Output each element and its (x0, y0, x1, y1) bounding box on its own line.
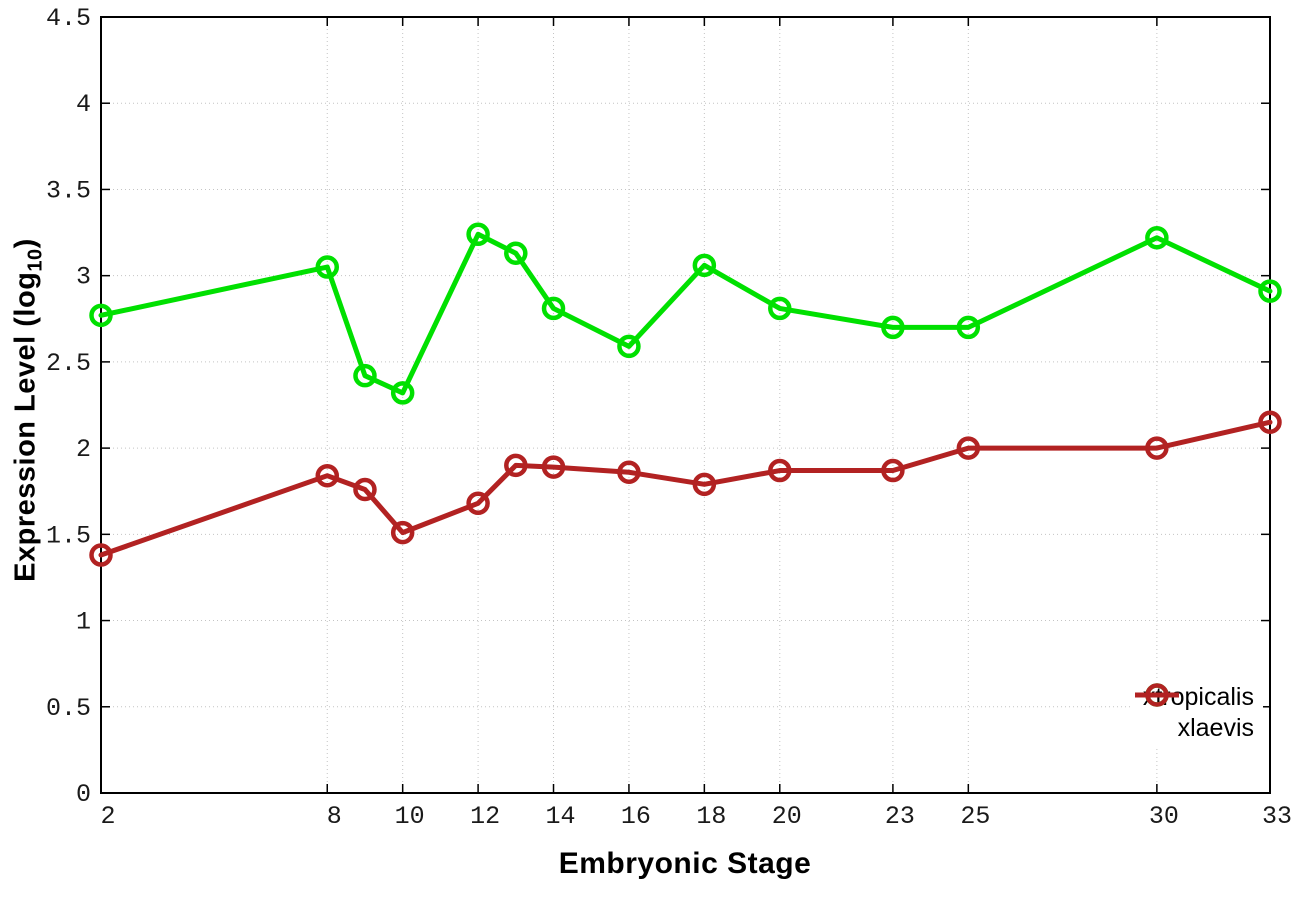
data-point-marker (881, 315, 905, 340)
x-tick-label: 16 (621, 802, 651, 831)
data-point-marker (956, 315, 981, 340)
y-axis-title-close: ) (9, 238, 42, 249)
y-tick-label: 4 (76, 90, 91, 119)
data-point-marker (466, 491, 490, 516)
data-point-marker (466, 222, 490, 247)
data-point-marker (315, 463, 340, 488)
y-axis-title: Expression Level (log10) (9, 238, 47, 582)
x-tick-labels: 2 8 10 12 14 16 18 20 23 25 30 33 (100, 802, 1292, 831)
data-point-marker (617, 460, 641, 485)
data-point-marker (504, 241, 528, 265)
data-point-marker (1258, 279, 1282, 303)
x-tick-label: 8 (327, 802, 342, 831)
x-tick-label: 12 (470, 802, 500, 831)
y-tick-label: 4.5 (46, 4, 91, 33)
y-tick-label: 3 (76, 263, 91, 292)
y-axis-title-subscript: 10 (24, 248, 47, 272)
y-tick-label: 0.5 (46, 694, 91, 723)
data-point-marker (353, 477, 377, 502)
legend-label: xlaevis (1177, 714, 1254, 742)
data-point-marker (89, 543, 113, 567)
x-tick-label: 14 (546, 802, 576, 831)
y-tick-label: 0 (76, 780, 91, 809)
data-point-marker (353, 363, 377, 388)
x-tick-label: 25 (960, 802, 990, 831)
x-tick-label: 33 (1262, 802, 1292, 831)
y-tick-label: 1.5 (46, 521, 91, 550)
legend: xtropicalis xlaevis (1132, 680, 1263, 746)
data-point-marker (617, 334, 641, 359)
x-axis-title: Embryonic Stage (558, 847, 812, 880)
y-tick-label: 2 (76, 435, 91, 464)
data-point-marker (692, 253, 717, 278)
legend-marker-sample (1134, 683, 1179, 707)
series-xtropicalis-line (98, 231, 1273, 396)
data-point-marker (390, 520, 415, 545)
data-point-marker (881, 458, 905, 483)
data-point-marker (768, 458, 792, 483)
x-tick-label: 23 (885, 802, 915, 831)
data-point-marker (315, 255, 340, 279)
plot-border (100, 16, 1271, 794)
data-point-marker (1145, 225, 1169, 250)
gridlines (101, 17, 1270, 793)
y-tick-label: 1 (76, 608, 91, 637)
y-tick-label: 3.5 (46, 176, 91, 205)
legend-item-xlaevis: xlaevis (1134, 683, 1263, 744)
data-point-marker (89, 303, 113, 328)
x-tick-label: 10 (395, 802, 425, 831)
data-point-marker (956, 436, 981, 460)
data-point-marker (768, 296, 792, 321)
y-tick-labels: 0 0.5 1 1.5 2 2.5 3 3.5 4 4.5 (46, 4, 91, 809)
y-tick-label: 2.5 (46, 349, 91, 378)
x-tick-label: 18 (696, 802, 726, 831)
data-point-marker (1145, 436, 1169, 460)
data-point-marker (541, 455, 566, 479)
data-point-marker (541, 296, 566, 321)
data-point-marker (390, 381, 415, 405)
series-xtropicalis-points (89, 222, 1282, 405)
x-tick-label: 20 (772, 802, 802, 831)
series-xlaevis-points (89, 410, 1282, 567)
y-axis-title-text: Expression Level (log (9, 271, 42, 582)
x-tick-label: 2 (100, 802, 115, 831)
x-tick-label: 30 (1149, 802, 1179, 831)
axis-ticks (100, 16, 1271, 794)
data-point-marker (692, 472, 717, 497)
series-xlaevis-line (98, 419, 1273, 558)
data-point-marker (1258, 410, 1282, 434)
data-point-marker (504, 453, 528, 478)
